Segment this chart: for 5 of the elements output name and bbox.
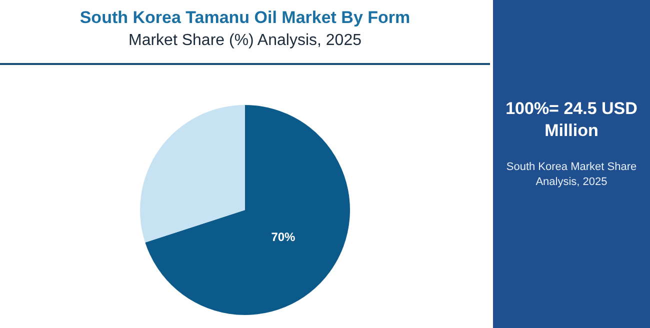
text: 100%= 24.5 USD Million — [504, 98, 638, 142]
chart-subtitle: Market Share (%) Analysis, 2025 — [128, 32, 362, 50]
chart-title: South Korea Tamanu Oil Market By Form — [78, 8, 412, 28]
data-label: 70% — [271, 230, 296, 244]
text: South Korea Market Share Analysis, 2025 — [505, 160, 638, 190]
